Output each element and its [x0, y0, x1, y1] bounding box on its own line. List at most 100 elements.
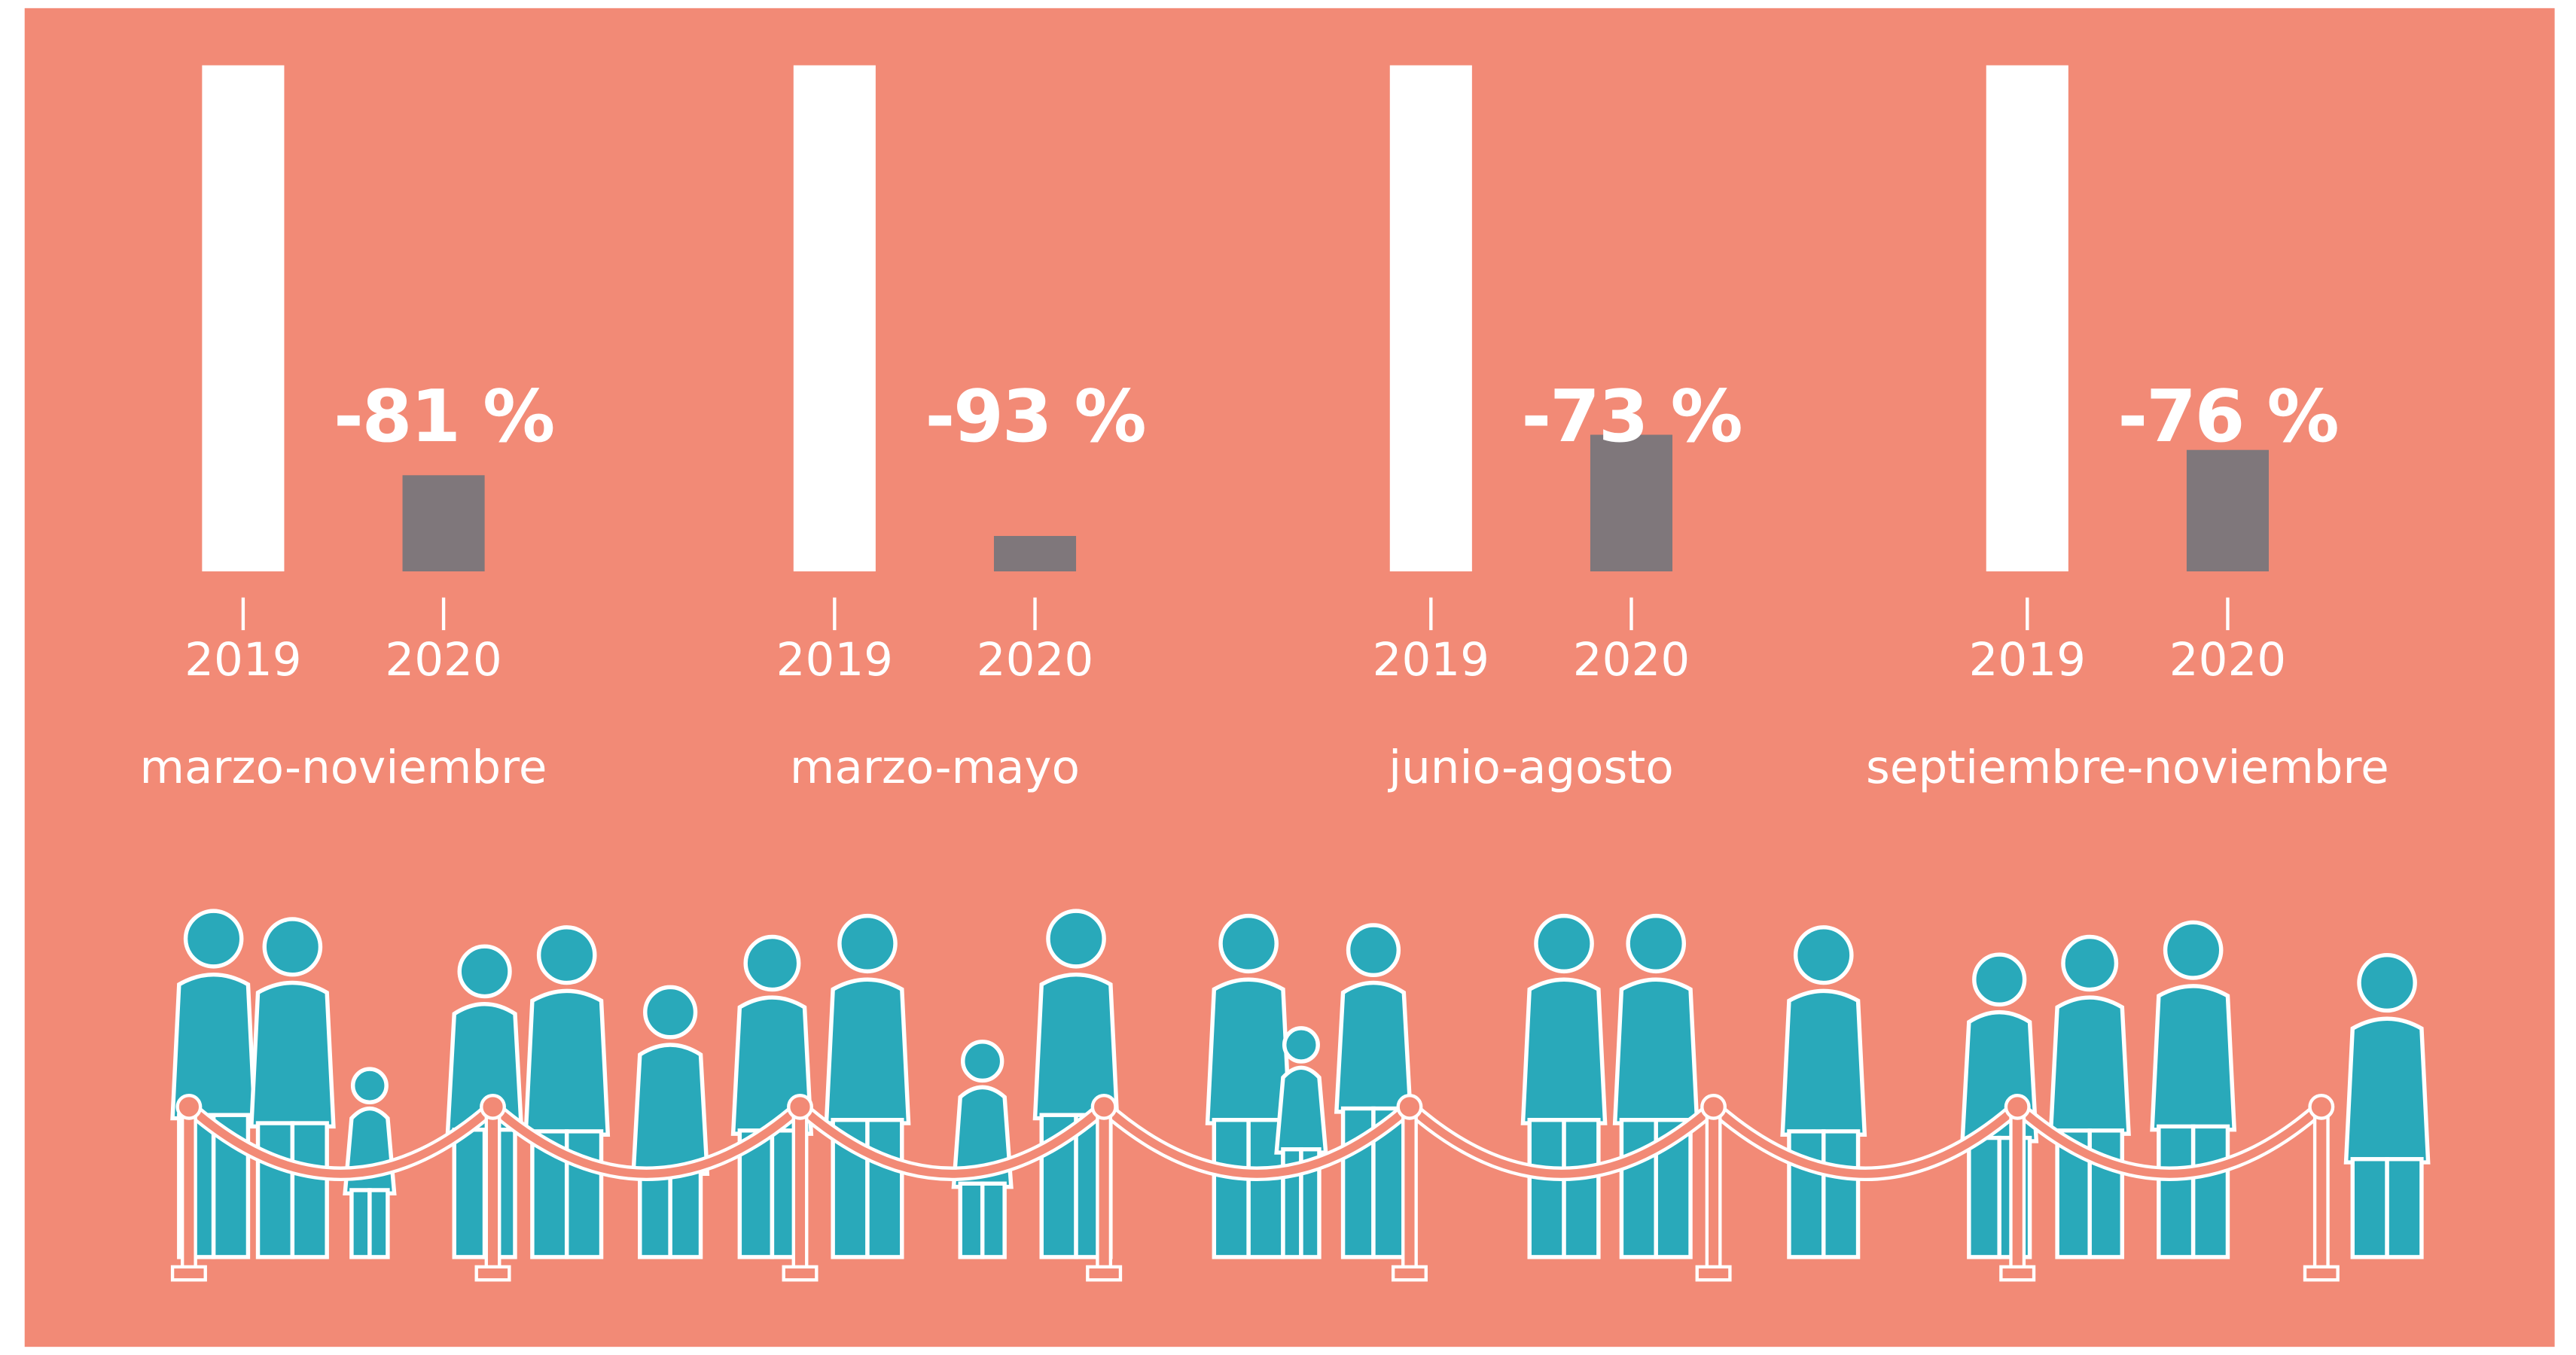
person-figure: [1334, 923, 1413, 1259]
figure-leg: [367, 1188, 390, 1259]
bar: [2186, 449, 2270, 572]
figure-leg: [2385, 1157, 2424, 1259]
figure-body: [824, 977, 911, 1125]
person-figure: [2343, 952, 2431, 1259]
figure-head: [1282, 1026, 1320, 1064]
figure-leg: [1562, 1118, 1601, 1259]
post-cap: [2308, 1094, 2335, 1120]
figure-head: [1972, 952, 2027, 1007]
bar: [402, 475, 485, 572]
bar: [1986, 65, 2068, 572]
figure-head: [2357, 952, 2417, 1013]
x-tick-label: 2019: [1373, 633, 1489, 687]
figure-leg: [1619, 1118, 1658, 1259]
change-label: -81 %: [334, 374, 553, 458]
figure-head: [183, 909, 244, 969]
figure-leg: [2157, 1124, 2196, 1259]
post-base: [2303, 1265, 2340, 1282]
rope: [797, 1104, 1107, 1178]
figure-body: [1274, 1065, 1328, 1155]
post-cap: [1396, 1094, 1423, 1120]
figure-head: [837, 913, 898, 974]
x-tick-label: 2020: [2169, 633, 2286, 687]
figure-leg: [1821, 1129, 1861, 1259]
person-figure: [2048, 934, 2131, 1259]
figure-leg: [2350, 1157, 2389, 1259]
x-tick-label: 2020: [1573, 633, 1690, 687]
figure-leg: [865, 1118, 904, 1259]
period-label: marzo-noviembre: [139, 741, 547, 794]
rope: [1101, 1104, 1413, 1178]
figure-body: [1520, 977, 1608, 1125]
crowd-illustration: [170, 909, 2431, 1282]
post: [180, 1108, 197, 1275]
figure-leg: [2190, 1124, 2230, 1259]
post-cap: [2004, 1094, 2031, 1120]
rope: [1407, 1104, 1717, 1178]
change-label: -73 %: [1521, 374, 1741, 458]
rope: [2014, 1104, 2324, 1178]
change-label: -76 %: [2117, 374, 2337, 458]
figure-body: [248, 980, 336, 1129]
bar: [793, 65, 876, 572]
post-cap: [1700, 1094, 1727, 1120]
post-cap: [175, 1094, 203, 1120]
figure-leg: [2087, 1128, 2125, 1259]
change-label: -93 %: [925, 374, 1145, 458]
figure-body: [1032, 973, 1120, 1121]
figure-leg: [1527, 1118, 1566, 1259]
figure-body: [631, 1043, 710, 1176]
figure-leg: [668, 1168, 703, 1259]
rope: [1710, 1104, 2020, 1178]
person-figure: [951, 1040, 1014, 1259]
bar: [1389, 65, 1472, 572]
figure-leg: [290, 1121, 329, 1259]
figure-leg: [1299, 1147, 1322, 1259]
post: [2009, 1108, 2026, 1275]
figure-body: [1780, 988, 1867, 1137]
figure-head: [961, 1040, 1004, 1083]
figure-body: [1334, 980, 1413, 1114]
figure-head: [2061, 934, 2119, 992]
figure-leg: [980, 1181, 1007, 1259]
figure-body: [2343, 1016, 2431, 1165]
bar-chart: 2019 2020 -93 % marzo-mayo: [776, 65, 1147, 794]
post: [791, 1108, 809, 1275]
post-cap: [480, 1094, 506, 1120]
figure-head: [1346, 923, 1401, 978]
figure-head: [1793, 925, 1854, 985]
post: [1096, 1108, 1113, 1275]
period-label: marzo-mayo: [790, 741, 1080, 794]
figure-leg: [958, 1181, 985, 1259]
post-cap: [787, 1094, 813, 1120]
post-base: [782, 1265, 819, 1282]
figure-head: [1046, 909, 1106, 969]
rope: [489, 1104, 803, 1178]
figure-body: [1612, 977, 1700, 1125]
person-figure: [631, 985, 710, 1259]
post-base: [1695, 1265, 1732, 1282]
bar: [993, 535, 1077, 572]
figure-head: [743, 934, 801, 992]
figure-body: [523, 988, 611, 1137]
figure-body: [1205, 977, 1292, 1125]
figure-head: [536, 925, 597, 985]
figure-head: [262, 917, 323, 977]
post-base: [170, 1265, 207, 1282]
post: [1705, 1108, 1722, 1275]
post: [484, 1108, 501, 1275]
x-tick-label: 2020: [385, 633, 501, 687]
bar-chart: 2019 2020 -73 % junio-agosto: [1373, 65, 1743, 794]
figure-head: [1626, 913, 1687, 974]
person-figure: [1520, 913, 1608, 1259]
x-tick-label: 2019: [184, 633, 301, 687]
post-base: [1391, 1265, 1428, 1282]
figure-body: [170, 973, 258, 1121]
post-base: [474, 1265, 511, 1282]
figure-head: [2163, 920, 2224, 980]
post-base: [1999, 1265, 2036, 1282]
figure-head: [457, 944, 512, 999]
post-cap: [1090, 1094, 1117, 1120]
